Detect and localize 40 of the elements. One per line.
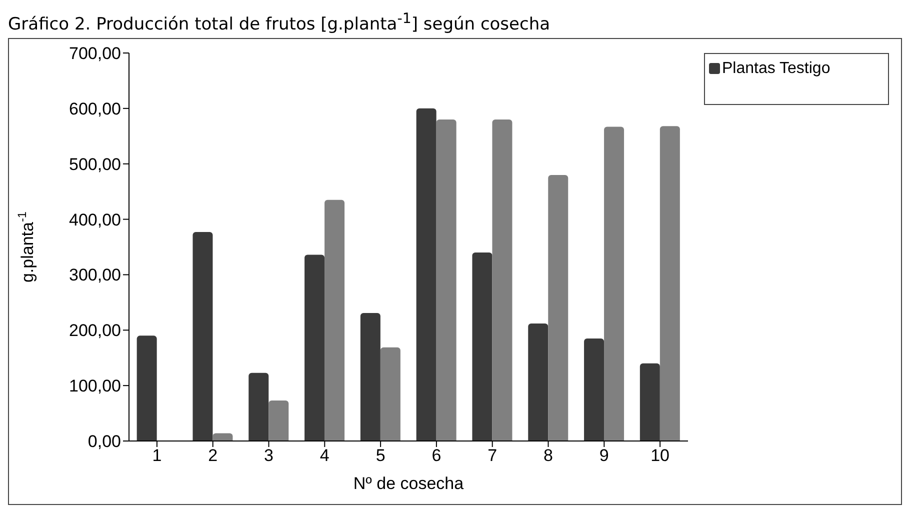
x-tick-label: 1 xyxy=(152,446,162,465)
x-tick-label: 4 xyxy=(320,446,330,465)
bar xyxy=(192,232,213,441)
x-tick-label: 10 xyxy=(650,446,670,465)
y-tick-label: 600,00 xyxy=(69,99,121,118)
x-tick-label: 6 xyxy=(432,446,442,465)
y-tick-label: 300,00 xyxy=(69,265,121,284)
x-tick-label: 5 xyxy=(376,446,386,465)
x-tick-label: 2 xyxy=(208,446,218,465)
x-tick-label: 7 xyxy=(488,446,498,465)
bar xyxy=(360,312,380,441)
bar xyxy=(136,335,157,441)
bar xyxy=(640,363,660,441)
legend-label: Plantas Testigo xyxy=(722,60,830,78)
x-axis-title: Nº de cosecha xyxy=(353,474,464,493)
bar xyxy=(248,372,269,441)
y-tick-label: 500,00 xyxy=(69,154,121,174)
y-tick-label: 0,00 xyxy=(88,432,121,451)
bar xyxy=(472,252,492,441)
bar xyxy=(324,200,345,441)
y-tick-label: 400,00 xyxy=(69,210,121,229)
bar xyxy=(660,126,680,441)
y-tick-label: 700,00 xyxy=(69,44,121,63)
bar xyxy=(212,432,233,441)
bar xyxy=(548,174,568,441)
bar xyxy=(604,126,624,441)
x-tick-label: 8 xyxy=(544,446,553,465)
x-tick-label: 9 xyxy=(599,446,609,465)
bar xyxy=(380,346,400,441)
bar xyxy=(584,338,604,441)
bar xyxy=(436,119,456,441)
y-tick-label: 100,00 xyxy=(69,376,121,396)
bar xyxy=(268,400,289,441)
x-tick-label: 3 xyxy=(264,446,274,465)
bar xyxy=(304,254,325,441)
bar xyxy=(528,323,548,441)
chart-title: Gráfico 2. Producción total de frutos [g.planta$^{-1}$] según cosecha xyxy=(8,10,552,36)
y-tick-label: 200,00 xyxy=(69,320,121,340)
bar xyxy=(416,108,436,441)
bar xyxy=(492,119,512,441)
